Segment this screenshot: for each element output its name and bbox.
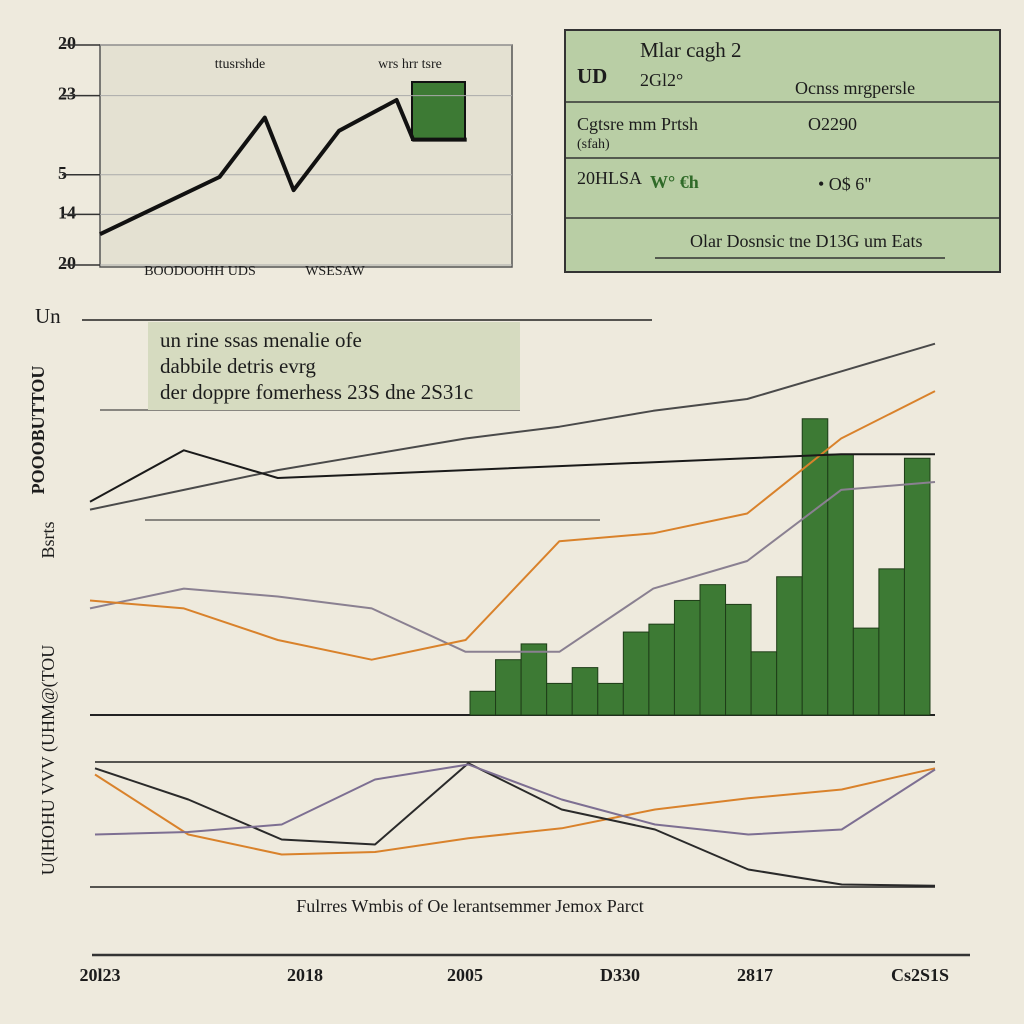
panel-row-note: (sfah) [577, 137, 610, 152]
data-line [94, 762, 936, 887]
info-panel [564, 29, 1001, 273]
bar [597, 682, 624, 716]
highlight-box [411, 81, 466, 141]
bar [801, 418, 829, 716]
bar [469, 690, 497, 716]
annotation: ttusrshde [215, 57, 266, 72]
bar [622, 631, 650, 716]
side-label: POOOBUTTOU [28, 366, 48, 495]
bar [827, 453, 854, 716]
panel-column: Ocnss mrgpersle [795, 78, 915, 98]
panel-title: Mlar cagh 2 [640, 38, 741, 62]
note-text: dabbile detris evrg [160, 354, 316, 378]
bar [878, 568, 905, 716]
timeline-label: 2018 [287, 965, 323, 985]
y-tick-label: 23 [58, 84, 76, 104]
annotation: BOODOOHH UDS [144, 264, 256, 279]
data-line [89, 342, 936, 511]
data-line [89, 481, 936, 653]
y-tick-label: 14 [58, 203, 76, 223]
panel-row-label: 20HLSA [577, 168, 642, 188]
chart-frame [99, 44, 513, 268]
y-tick-label: 5 [58, 163, 67, 183]
bar [495, 659, 522, 716]
caption: Fulrres Wmbis of Oe lerantsemmer Jemox P… [296, 896, 644, 916]
side-label: U(lHOHU VVV (UHM@(TOU [38, 645, 59, 876]
panel-sub: 2Gl2° [640, 70, 683, 90]
bar [750, 651, 778, 716]
bar [673, 599, 701, 716]
section-label: Un [35, 304, 61, 328]
panel-footer: Olar Dosnsic tne D13G um Eats [690, 231, 922, 251]
data-line [94, 763, 936, 836]
timeline-label: D330 [600, 965, 640, 985]
panel-row-note: W° €h [650, 172, 699, 192]
annotation: wrs hrr tsre [378, 57, 442, 72]
timeline-label: 20l23 [79, 965, 120, 985]
data-line [94, 767, 936, 856]
data-line [99, 98, 467, 237]
bar [776, 576, 803, 716]
bar [520, 643, 548, 716]
bar [725, 603, 752, 716]
panel-code: UD [577, 64, 607, 88]
panel-row-value: • O$ 6" [818, 174, 872, 194]
data-line [89, 390, 936, 661]
note-text: un rine ssas menalie ofe [160, 328, 362, 352]
data-line [89, 449, 935, 503]
side-label: Bsrts [38, 521, 58, 558]
bar [571, 667, 599, 716]
bar [699, 584, 727, 716]
note-text: der doppre fomerhess 2ЗS dne 2S31c [160, 380, 473, 404]
bar [852, 627, 880, 716]
note-box [148, 322, 520, 410]
timeline-label: Cs2S1S [891, 965, 949, 985]
bar [546, 682, 573, 716]
panel-row-label: Cgtsre mm Prtsh [577, 114, 698, 134]
timeline-label: 2817 [737, 965, 773, 985]
bar [903, 457, 931, 716]
annotation: WSESAW [305, 264, 365, 279]
bar [648, 623, 675, 716]
y-tick-label: 20 [58, 253, 76, 273]
timeline-label: 2005 [447, 965, 483, 985]
panel-row-value: O2290 [808, 114, 857, 134]
y-tick-label: 20 [58, 33, 76, 53]
